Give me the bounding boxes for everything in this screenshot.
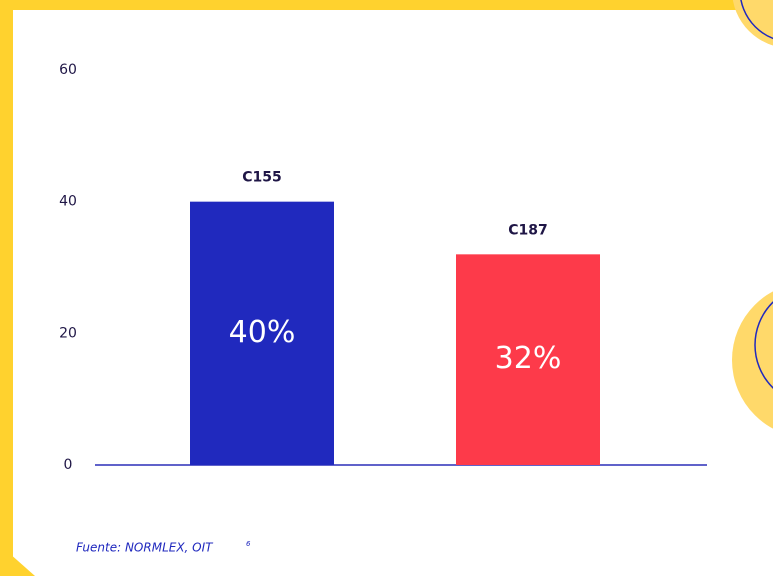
bar — [190, 201, 334, 465]
value-label: 40% — [229, 315, 296, 350]
deco-circle — [732, 291, 773, 429]
source-note: 6 — [246, 540, 251, 548]
deco-circle — [732, 0, 773, 46]
bar — [456, 254, 600, 465]
deco-ring — [754, 301, 773, 389]
panel — [13, 10, 773, 576]
category-label: C155 — [242, 170, 282, 186]
source: Fuente: NORMLEX, OIT — [76, 541, 214, 555]
y-tick-label: 40 — [59, 194, 77, 210]
y-tick-label: 0 — [64, 457, 73, 473]
corner — [0, 545, 35, 576]
y-tick-label: 20 — [59, 325, 77, 341]
y-tick-label: 60 — [59, 62, 77, 78]
value-label: 32% — [495, 341, 562, 376]
category-label: C187 — [508, 222, 548, 238]
